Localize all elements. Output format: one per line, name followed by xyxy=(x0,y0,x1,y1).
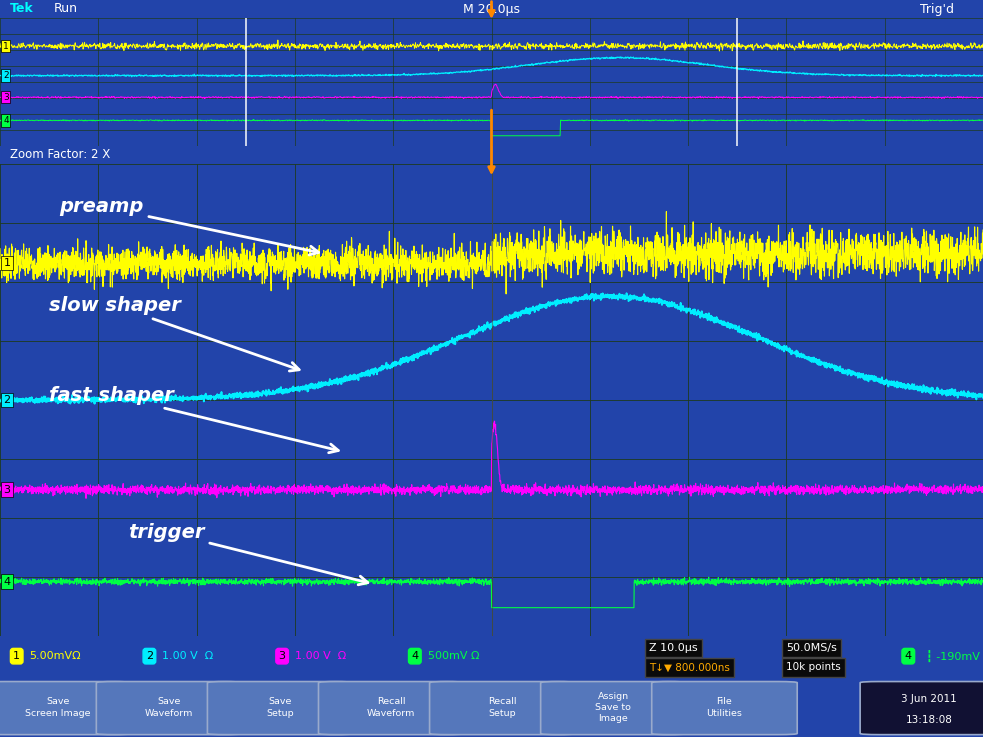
Text: Trig'd: Trig'd xyxy=(919,2,954,15)
Text: 1: 1 xyxy=(3,258,11,268)
FancyBboxPatch shape xyxy=(860,682,983,735)
FancyBboxPatch shape xyxy=(96,682,242,735)
Text: 4: 4 xyxy=(411,652,419,661)
Text: 13:18:08: 13:18:08 xyxy=(905,716,953,725)
Text: 2: 2 xyxy=(3,395,11,405)
Text: preamp: preamp xyxy=(59,197,318,255)
Text: Assign
Save to
Image: Assign Save to Image xyxy=(596,692,631,723)
Text: 3: 3 xyxy=(278,652,286,661)
Text: Save
Screen Image: Save Screen Image xyxy=(26,697,90,718)
Text: 4: 4 xyxy=(3,577,11,587)
Text: 10k points: 10k points xyxy=(786,663,841,672)
FancyBboxPatch shape xyxy=(541,682,686,735)
Text: 3: 3 xyxy=(3,93,9,102)
Text: fast shaper: fast shaper xyxy=(49,385,338,453)
FancyBboxPatch shape xyxy=(0,682,131,735)
Text: 1.00 V  Ω: 1.00 V Ω xyxy=(295,652,346,661)
Text: File
Utilities: File Utilities xyxy=(707,697,742,718)
Text: trigger: trigger xyxy=(128,523,368,584)
Text: Recall
Setup: Recall Setup xyxy=(489,697,516,718)
Text: 4: 4 xyxy=(3,116,9,125)
Text: Run: Run xyxy=(54,2,78,15)
Text: 5.00mVΩ: 5.00mVΩ xyxy=(29,652,82,661)
Text: Z 10.0μs: Z 10.0μs xyxy=(649,643,697,653)
Text: 4: 4 xyxy=(904,652,912,661)
Text: Tek: Tek xyxy=(10,2,33,15)
Text: 3: 3 xyxy=(3,485,11,495)
FancyBboxPatch shape xyxy=(207,682,353,735)
Text: 50.0MS/s: 50.0MS/s xyxy=(786,643,838,653)
Text: Save
Setup: Save Setup xyxy=(266,697,294,718)
Text: 1.00 V  Ω: 1.00 V Ω xyxy=(162,652,213,661)
Text: M 20.0μs: M 20.0μs xyxy=(463,2,520,15)
Text: 3 Jun 2011: 3 Jun 2011 xyxy=(901,694,956,704)
Text: 500mV Ω: 500mV Ω xyxy=(428,652,479,661)
Text: Zoom Factor: 2 X: Zoom Factor: 2 X xyxy=(10,148,110,161)
Text: T↓▼ 800.000ns: T↓▼ 800.000ns xyxy=(649,663,729,672)
FancyBboxPatch shape xyxy=(318,682,464,735)
Text: Save
Waveform: Save Waveform xyxy=(145,697,194,718)
Text: 1: 1 xyxy=(13,652,21,661)
Text: slow shaper: slow shaper xyxy=(49,296,299,371)
Text: 2: 2 xyxy=(145,652,153,661)
FancyBboxPatch shape xyxy=(652,682,797,735)
Text: Recall
Waveform: Recall Waveform xyxy=(367,697,416,718)
Text: ┇ -190mV: ┇ -190mV xyxy=(926,650,980,663)
Text: 1: 1 xyxy=(3,42,9,51)
FancyBboxPatch shape xyxy=(430,682,575,735)
Text: 2: 2 xyxy=(3,71,9,80)
